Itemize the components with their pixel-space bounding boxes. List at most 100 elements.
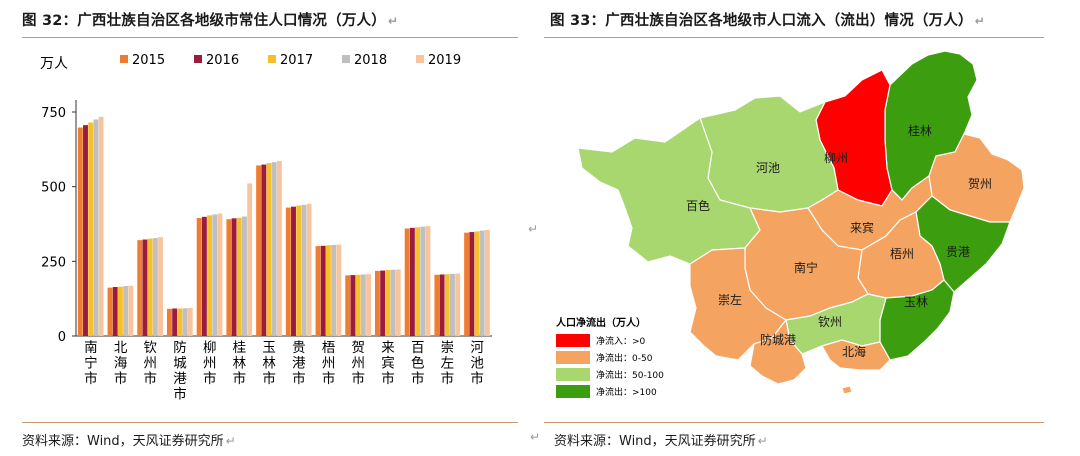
bar-贺州市-2015	[345, 275, 351, 336]
x-tick-label: 桂林市	[233, 340, 247, 387]
bar-南宁市-2016	[83, 125, 88, 337]
legend-label-2015: 2015	[132, 53, 165, 68]
bar-防城港市-2019	[187, 307, 193, 336]
legend-label-2016: 2016	[206, 53, 239, 68]
bar-梧州市-2015	[315, 246, 321, 336]
left-figure-title: 图 32：广西壮族自治区各地级市常住人口情况（万人） ↵	[22, 13, 399, 29]
region-label-7: 梧州	[890, 246, 914, 261]
bar-来宾市-2017	[385, 269, 391, 336]
bar-百色市-2018	[420, 226, 426, 336]
y-axis-label: 万人	[40, 56, 68, 72]
bar-河池市-2019	[484, 229, 490, 336]
region-label-9: 崇左	[718, 292, 742, 307]
bar-玉林市-2018	[271, 162, 277, 336]
bar-桂林市-2019	[247, 183, 253, 336]
right-source-rule	[544, 422, 1044, 423]
bar-桂林市-2017	[236, 217, 242, 336]
bar-柳州市-2015	[196, 218, 202, 336]
x-tick-label: 百色市	[411, 340, 425, 387]
x-tick-label: 贵港市	[292, 340, 306, 387]
bar-贺州市-2016	[350, 275, 356, 336]
bar-防城港市-2018	[182, 308, 188, 336]
bar-贵港市-2016	[291, 206, 296, 336]
bar-崇左市-2018	[450, 273, 455, 336]
bar-贺州市-2017	[355, 274, 361, 336]
bar-崇左市-2019	[455, 273, 461, 336]
y-tick-label: 250	[41, 255, 66, 270]
legend-swatch-2015	[120, 55, 128, 63]
region-fangchenggang	[749, 318, 807, 385]
legend-label-2019: 2019	[428, 53, 461, 68]
bar-北海市-2017	[117, 286, 123, 336]
bar-梧州市-2018	[331, 244, 337, 336]
x-tick-label: 贺州市	[352, 340, 366, 387]
map-legend-label-3: 净流出：>100	[596, 386, 657, 398]
y-tick-label: 0	[58, 330, 66, 345]
bar-南宁市-2017	[88, 122, 94, 336]
bar-贵港市-2017	[296, 205, 302, 336]
region-label-4: 贺州	[968, 177, 992, 191]
x-tick-label: 钦州市	[144, 340, 158, 387]
bar-桂林市-2015	[226, 219, 232, 336]
chart-legend: 2015 2016 2017 2018 2019	[120, 53, 461, 68]
bar-南宁市-2019	[98, 116, 104, 337]
legend-swatch-2018	[342, 55, 350, 63]
map-legend-title: 人口净流出（万人）	[556, 316, 646, 329]
map-legend-label-1: 净流出：0-50	[596, 352, 653, 364]
region-hechi	[699, 95, 839, 213]
island-weizhou	[841, 385, 853, 395]
map-legend-label-2: 净流出：50-100	[596, 369, 664, 381]
x-tick-label: 玉林市	[262, 340, 276, 387]
x-tick-label: 防城港市	[173, 340, 187, 403]
bar-河池市-2015	[464, 232, 470, 336]
population-bar-chart: 万人 2015 2016 2017 2018 2019 0 250 500 750 南宁市 北海…	[40, 53, 492, 403]
legend-label-2017: 2017	[280, 53, 313, 68]
bar-来宾市-2018	[390, 269, 396, 336]
bar-桂林市-2016	[231, 218, 237, 336]
paragraph-mark: ↵	[530, 430, 541, 444]
bar-钦州市-2016	[142, 239, 148, 336]
x-tick-label: 南宁市	[84, 340, 98, 387]
map-legend-swatch-3	[556, 385, 590, 398]
bar-钦州市-2018	[152, 238, 158, 336]
bar-河池市-2017	[474, 231, 480, 336]
bar-河池市-2016	[469, 232, 475, 336]
bar-河池市-2018	[479, 230, 485, 336]
bar-钦州市-2017	[147, 238, 153, 336]
bar-梧州市-2016	[320, 245, 326, 336]
map-legend-swatch-1	[556, 351, 590, 364]
map-legend-swatch-0	[556, 334, 590, 347]
bar-北海市-2016	[112, 287, 118, 336]
bar-玉林市-2015	[256, 165, 262, 336]
bar-北海市-2019	[128, 285, 134, 336]
bar-北海市-2018	[123, 286, 129, 336]
region-label-2: 河池	[756, 161, 780, 175]
bar-series	[77, 116, 490, 337]
map-legend-swatch-2	[556, 368, 590, 381]
region-label-3: 百色	[686, 199, 710, 213]
paragraph-mark: ↵	[528, 222, 539, 236]
region-label-1: 柳州	[824, 151, 848, 165]
region-label-13: 北海	[842, 344, 866, 359]
region-label-6: 贵港	[946, 245, 970, 259]
bar-钦州市-2015	[137, 240, 143, 336]
y-tick-label: 750	[41, 106, 66, 121]
bar-百色市-2019	[425, 226, 431, 336]
bar-柳州市-2019	[217, 213, 223, 336]
bar-贵港市-2019	[306, 203, 312, 336]
bar-崇左市-2016	[439, 274, 445, 336]
bar-玉林市-2016	[261, 164, 267, 336]
bar-南宁市-2015	[77, 127, 83, 336]
bar-贵港市-2018	[301, 204, 307, 336]
left-figure-panel: 图 32：广西壮族自治区各地级市常住人口情况（万人） ↵ 万人 2015 2016 2…	[0, 0, 522, 456]
x-tick-label: 崇左市	[441, 340, 455, 387]
bar-百色市-2017	[415, 227, 421, 336]
bar-玉林市-2017	[266, 163, 272, 336]
legend-swatch-2019	[416, 55, 424, 63]
map-legend-label-0: 净流入：>0	[596, 335, 646, 347]
x-tick-label: 梧州市	[322, 340, 336, 387]
bar-桂林市-2018	[242, 216, 247, 336]
bar-防城港市-2017	[177, 308, 183, 336]
